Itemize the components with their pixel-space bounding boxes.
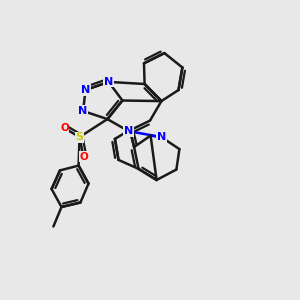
Text: O: O (79, 152, 88, 162)
Text: N: N (81, 85, 90, 95)
Text: S: S (76, 132, 83, 142)
Text: O: O (60, 123, 69, 133)
Text: N: N (157, 132, 166, 142)
Text: N: N (79, 106, 88, 116)
Text: N: N (104, 77, 113, 87)
Text: N: N (124, 126, 133, 136)
